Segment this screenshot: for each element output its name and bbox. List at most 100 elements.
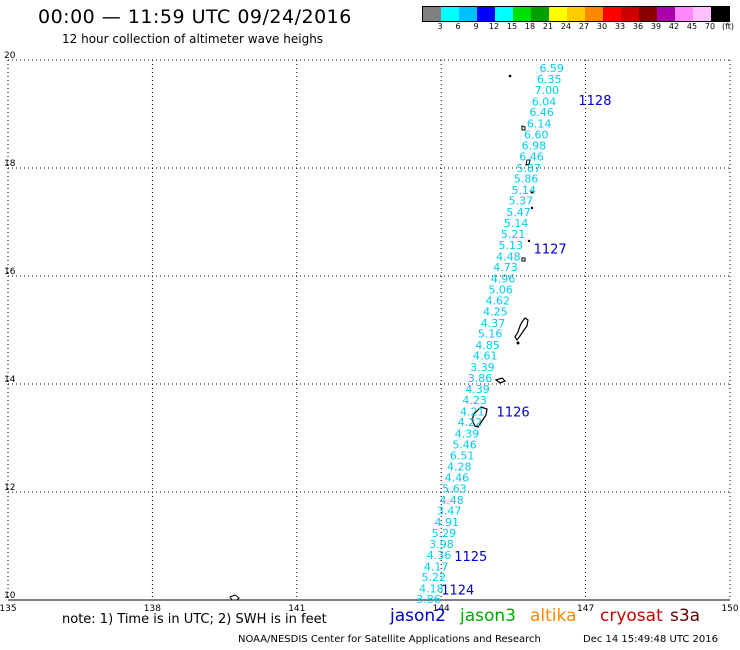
color-swatch	[585, 7, 603, 21]
color-swatch	[567, 7, 585, 21]
track-id-label: 1125	[454, 550, 487, 565]
island-dot	[530, 190, 534, 194]
island-outline	[229, 594, 240, 601]
swh-value: 5.46	[452, 438, 477, 451]
color-swatch	[495, 7, 513, 21]
swh-value: 6.98	[522, 140, 547, 153]
track-labels: 1128 1127 1126 1125 1124	[441, 94, 611, 599]
island-outlines	[229, 74, 534, 601]
island-dot	[527, 239, 531, 243]
map-grid	[7, 59, 731, 601]
color-scale-label: 33	[614, 22, 626, 31]
swh-value: 4.28	[447, 460, 472, 473]
swh-value: 4.48	[439, 494, 464, 507]
island-dot	[508, 74, 512, 78]
swh-value: 3.86	[416, 593, 441, 606]
x-tick-label: 147	[577, 604, 594, 614]
x-tick-label: 135	[0, 604, 17, 614]
color-swatch	[549, 7, 567, 21]
color-swatch	[477, 7, 495, 21]
swh-value: 4.25	[483, 305, 508, 318]
swh-value: 4.17	[424, 560, 449, 573]
island-dot	[516, 341, 520, 345]
swh-value: 3.86	[468, 372, 493, 385]
swh-value: 5.22	[422, 571, 447, 584]
color-scale-label: 12	[488, 22, 500, 31]
island-dot	[530, 206, 534, 210]
swh-value: 3.39	[470, 361, 495, 374]
y-tick-label: 18	[4, 159, 16, 169]
color-scale-bar	[422, 6, 730, 22]
swh-value: 4.85	[475, 339, 500, 352]
y-tick-label: 14	[4, 375, 16, 385]
color-scale-label: 3	[437, 22, 443, 31]
color-scale-label: 21	[542, 22, 554, 31]
swh-value: 4.91	[435, 516, 460, 529]
color-swatch	[603, 7, 621, 21]
color-scale-label: (ft)	[721, 22, 735, 31]
swh-value: 4.18	[419, 582, 444, 595]
swh-value: 6.35	[537, 73, 562, 86]
color-swatch	[675, 7, 693, 21]
legend-entry-jason3: jason3	[460, 606, 516, 626]
color-swatch	[639, 7, 657, 21]
swh-value: 5.47	[506, 206, 531, 219]
swh-value: 4.36	[427, 549, 452, 562]
swh-value: 4.39	[465, 383, 490, 396]
swh-value: 4.61	[473, 350, 498, 363]
page-title: 00:00 — 11:59 UTC 09/24/2016	[38, 6, 352, 28]
legend-entry-s3a: s3a	[670, 606, 701, 626]
swh-value: 4.73	[493, 261, 518, 274]
swh-value: 4.46	[445, 472, 470, 485]
footnote: note: 1) Time is in UTC; 2) SWH is in fe…	[62, 612, 327, 627]
island-outline	[525, 159, 531, 166]
swh-value: 4.23	[462, 394, 487, 407]
color-scale-label: 30	[596, 22, 608, 31]
island-outline	[521, 125, 526, 131]
y-tick-label: 12	[4, 483, 15, 493]
color-scale-label: 45	[686, 22, 698, 31]
island-outline	[521, 257, 526, 262]
swh-value: 6.14	[527, 118, 552, 131]
x-tick-label: 144	[433, 604, 450, 614]
y-tick-label: 16	[4, 267, 16, 277]
swh-value: 5.21	[501, 228, 526, 241]
color-scale-label: 6	[455, 22, 461, 31]
color-swatch	[693, 7, 711, 21]
x-tick-label: 141	[288, 604, 305, 614]
x-tick-label: 138	[144, 604, 161, 614]
swh-value: 3.98	[429, 538, 454, 551]
y-tick-label: 10	[4, 591, 16, 601]
color-swatch	[459, 7, 477, 21]
color-swatch	[513, 7, 531, 21]
swh-value: 5.86	[514, 173, 539, 186]
color-swatch	[423, 7, 441, 21]
swh-value: 3.47	[437, 505, 462, 518]
y-tick-label: 20	[4, 51, 16, 61]
swh-value: 7.00	[535, 84, 560, 97]
track-id-label: 1124	[441, 584, 474, 599]
swh-value: 5.14	[512, 184, 537, 197]
swh-value: 6.51	[450, 450, 475, 463]
color-swatch	[621, 7, 639, 21]
swh-value: 6.04	[532, 95, 557, 108]
rota-outline	[494, 377, 507, 384]
x-tick-label: 150	[721, 604, 738, 614]
credit-line: NOAA/NESDIS Center for Satellite Applica…	[238, 634, 541, 645]
legend-entry-jason2: jason2	[390, 606, 446, 626]
swh-observations: 6.596.357.006.046.466.146.606.986.465.87…	[416, 62, 564, 606]
track-id-label: 1127	[534, 242, 567, 257]
legend-entry-cryosat: cryosat	[600, 606, 663, 626]
swh-value: 4.39	[455, 427, 480, 440]
color-swatch	[531, 7, 549, 21]
color-scale-label: 42	[668, 22, 680, 31]
generated-timestamp: Dec 14 15:49:48 UTC 2016	[583, 634, 718, 645]
swh-value: 4.96	[491, 272, 516, 285]
color-scale-label: 70	[704, 22, 716, 31]
color-swatch	[657, 7, 675, 21]
color-scale-label: 39	[650, 22, 662, 31]
swh-value: 4.22	[458, 416, 483, 429]
saipan-outline	[514, 317, 529, 342]
track-id-label: 1126	[497, 405, 530, 420]
color-swatch	[711, 7, 729, 21]
